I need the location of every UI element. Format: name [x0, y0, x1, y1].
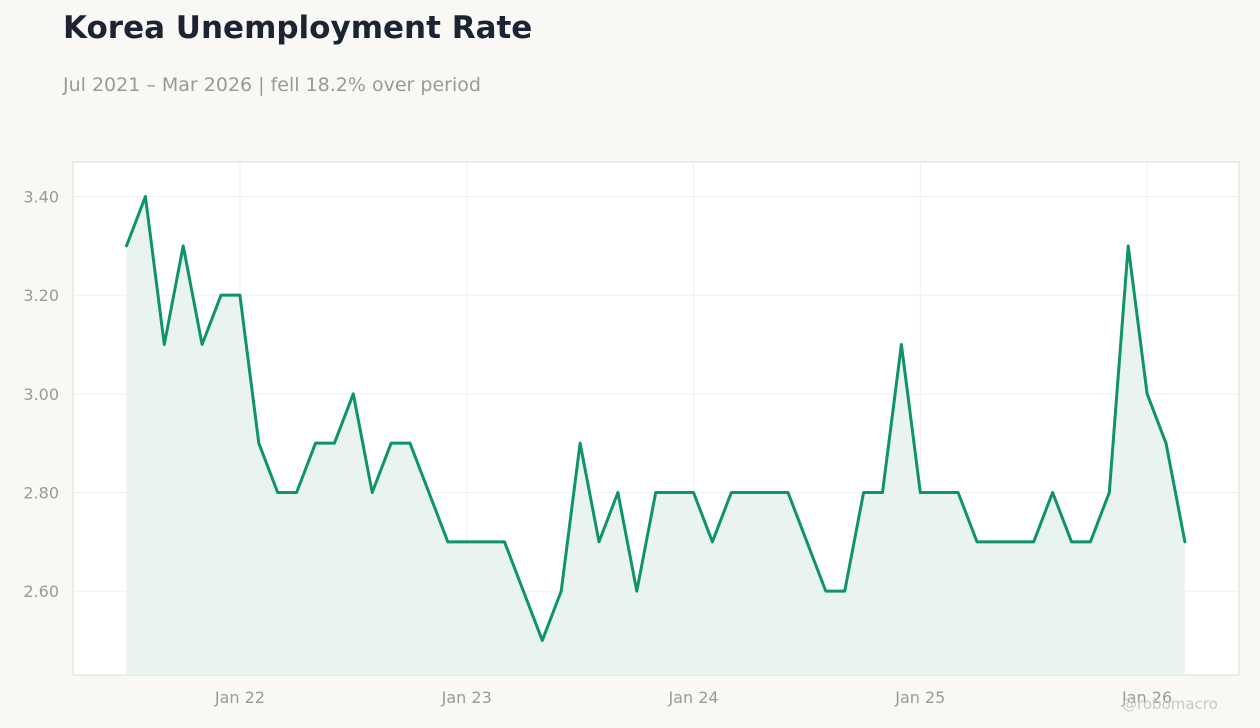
series-line — [125, 195, 1187, 642]
y-tick-label: 3.00 — [23, 385, 59, 404]
series-area-fill — [126, 196, 1185, 675]
y-tick-label: 2.80 — [23, 483, 59, 502]
y-tick-label: 2.60 — [23, 582, 59, 601]
y-tick-label: 3.40 — [23, 188, 59, 207]
chart-title: Korea Unemployment Rate — [63, 10, 533, 46]
x-tick-label: Jan 26 — [1121, 688, 1172, 707]
x-tick-label: Jan 22 — [214, 688, 265, 707]
chart-subtitle: Jul 2021 – Mar 2026 | fell 18.2% over pe… — [63, 74, 481, 96]
x-tick-label: Jan 23 — [441, 688, 492, 707]
x-tick-label: Jan 24 — [667, 688, 718, 707]
y-tick-label: 3.20 — [23, 286, 59, 305]
watermark: @robomacro — [1122, 695, 1218, 713]
x-tick-label: Jan 25 — [894, 688, 945, 707]
